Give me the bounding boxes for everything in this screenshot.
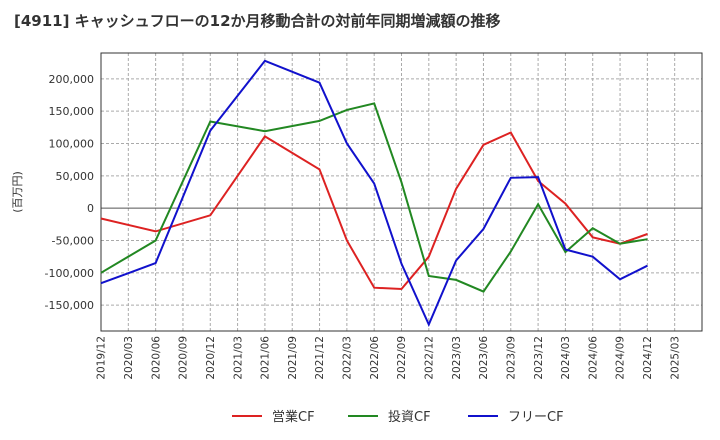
x-tick-label: 2020/12 [205,336,217,380]
x-tick-label: 2020/09 [178,336,190,380]
x-tick-label: 2023/03 [451,336,463,380]
y-tick-label: 100,000 [49,138,95,151]
x-tick-label: 2024/03 [560,336,572,380]
chart-title: [4911] キャッシュフローの12か月移動合計の対前年同期増減額の推移 [14,12,501,30]
axis-layer: 200,000 150,000 100,000 50,000 0 -50,000 -100,… [11,52,703,380]
series-line-0 [100,131,648,291]
x-tick-label: 2024/06 [587,336,599,380]
grid-layer [101,53,702,331]
x-tick-label: 2021/12 [314,336,326,380]
x-tick-label: 2022/03 [342,336,354,380]
y-tick-label: 200,000 [49,73,95,86]
x-tick-label: 2020/06 [150,336,162,380]
x-tick-label: 2023/09 [505,336,517,380]
x-tick-label: 2020/03 [123,336,135,380]
x-tick-label: 2025/03 [669,336,681,380]
x-tick-label: 2023/12 [533,336,545,380]
series-line-2 [100,59,648,327]
x-tick-label: 2022/09 [396,336,408,380]
y-tick-label: -50,000 [52,234,94,247]
x-tick-label: 2021/09 [287,336,299,380]
plot-frame [100,52,703,332]
x-tick-label: 2023/06 [478,336,490,380]
legend: 営業CF 投資CF フリーCF [232,409,564,425]
x-tick-label: 2022/06 [369,336,381,380]
y-axis-label: (百万円) [11,171,24,213]
legend-label-0: 営業CF [272,409,315,425]
y-tick-label: -100,000 [45,267,94,280]
legend-label-2: フリーCF [508,410,564,425]
x-tick-label: 2021/06 [260,336,272,380]
x-tick-label: 2019/12 [96,336,108,380]
y-tick-label: 0 [87,202,94,215]
x-tick-label: 2022/12 [423,336,435,380]
legend-label-1: 投資CF [388,409,431,425]
series-line-1 [100,102,648,293]
x-tick-label: 2021/03 [232,336,244,380]
x-tick-label: 2024/12 [642,336,654,380]
y-tick-label: 50,000 [56,170,95,183]
y-tick-label: -150,000 [45,299,94,312]
x-tick-label: 2024/09 [615,336,627,380]
series-layer [100,59,648,327]
y-tick-label: 150,000 [49,105,95,118]
